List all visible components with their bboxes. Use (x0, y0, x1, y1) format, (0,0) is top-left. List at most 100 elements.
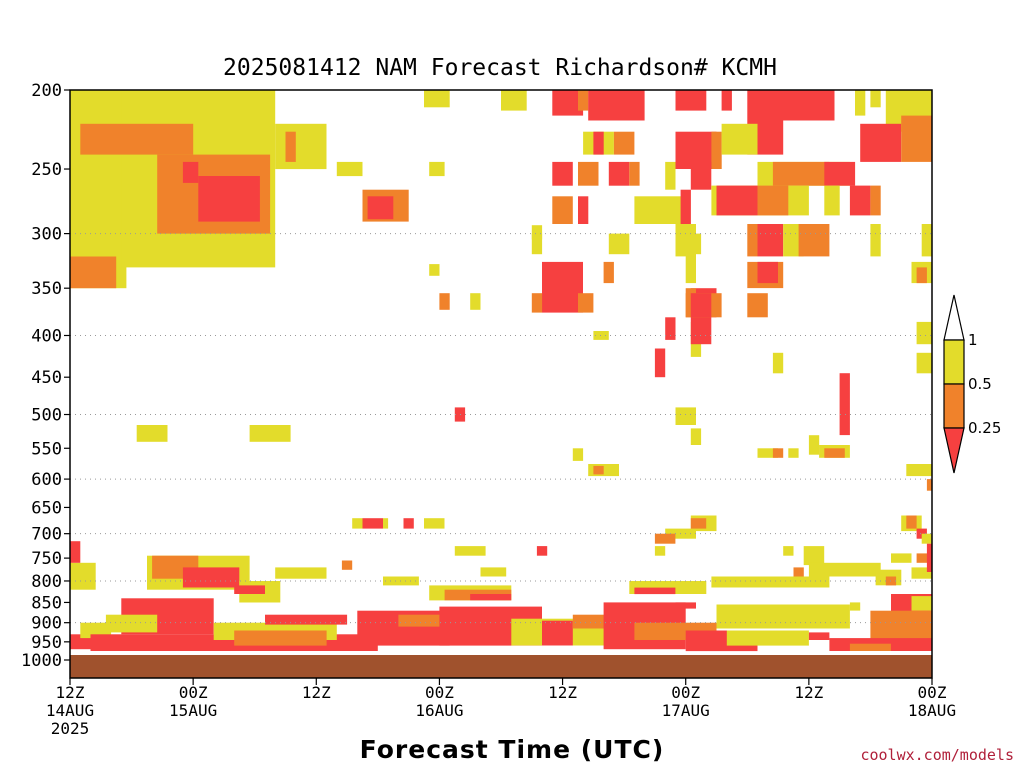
ri-region-orange (552, 196, 573, 224)
y-tick-label-1000: 1000 (21, 651, 62, 671)
ri-region-yellow (916, 321, 932, 345)
ri-region-orange (870, 185, 881, 216)
ri-region-red (542, 261, 583, 313)
ri-region-yellow (470, 293, 481, 310)
ri-region-red (680, 189, 691, 225)
ri-region-yellow (634, 196, 686, 224)
ri-region-red (675, 90, 707, 111)
y-tick-label-500: 500 (31, 406, 62, 426)
ri-region-yellow (70, 90, 127, 289)
ri-region-red (182, 567, 240, 588)
ri-region-yellow (480, 567, 507, 577)
x-tick-label: 00Z (425, 683, 454, 702)
ri-region-yellow (105, 614, 158, 633)
ri-region-orange (747, 224, 758, 257)
ri-region-orange (824, 448, 845, 458)
ri-region-yellow (711, 576, 830, 588)
ri-region-red (916, 528, 927, 539)
ri-region-red (470, 594, 512, 601)
y-tick-label-800: 800 (31, 572, 62, 592)
y-tick-label-400: 400 (31, 326, 62, 346)
ri-region-orange (629, 161, 640, 186)
ri-region-orange (916, 267, 927, 284)
ri-region-red (926, 543, 932, 572)
ri-region-orange (578, 293, 594, 313)
ri-region-red (608, 161, 630, 186)
y-tick-label-950: 950 (31, 633, 62, 653)
colorbar-bin-orange (943, 383, 965, 429)
x-tick-label: 12Z (548, 683, 577, 702)
y-tick-label-450: 450 (31, 368, 62, 388)
ri-region-yellow (70, 562, 96, 590)
ri-region-orange (772, 161, 830, 186)
ri-region-yellow (808, 435, 820, 455)
ri-region-yellow (783, 546, 794, 556)
ri-region-yellow (803, 546, 825, 566)
plot-area (69, 89, 933, 679)
ri-region-orange (906, 515, 917, 529)
ri-region-red (690, 312, 712, 345)
ri-region-yellow (531, 225, 543, 240)
x-tick-label: 2025 (51, 719, 90, 738)
ri-region-yellow (906, 464, 932, 477)
ri-region-yellow (849, 602, 861, 611)
ri-region-red (182, 161, 199, 183)
ri-region-orange (234, 630, 327, 646)
ri-region-yellow (593, 331, 609, 340)
colorbar-label-0.5: 0.5 (968, 375, 992, 393)
x-tick-label: 00Z (671, 683, 700, 702)
x-axis-label: Forecast Time (UTC) (360, 735, 665, 764)
ri-region-yellow (870, 90, 881, 108)
y-tick-label-200: 200 (31, 81, 62, 101)
ri-region-red (690, 161, 712, 190)
ri-region-yellow (783, 224, 804, 257)
ri-region-orange (603, 261, 614, 284)
ri-region-yellow (716, 604, 850, 629)
ri-region-yellow (721, 123, 758, 155)
x-tick-label: 17AUG (662, 701, 710, 720)
y-tick-label-850: 850 (31, 593, 62, 613)
richardson-regions (70, 90, 932, 652)
ri-region-red (542, 620, 573, 646)
ri-region-yellow (654, 546, 666, 556)
ri-region-red (675, 602, 696, 609)
x-tick-label: 16AUG (415, 701, 463, 720)
ri-region-red (578, 196, 589, 224)
ri-region-orange (398, 614, 460, 627)
y-tick-label-250: 250 (31, 160, 62, 180)
ri-region-yellow (80, 622, 112, 639)
ri-region-yellow (336, 161, 363, 177)
ri-region-red (198, 176, 260, 222)
x-tick-label: 14AUG (46, 701, 94, 720)
ri-region-red (654, 348, 666, 378)
ri-region-yellow (921, 224, 932, 257)
ri-region-orange (747, 293, 768, 318)
ri-region-yellow (808, 562, 881, 577)
ri-region-yellow (501, 90, 527, 111)
ri-region-yellow (383, 518, 389, 529)
ri-region-orange (916, 553, 932, 563)
ri-region-yellow (275, 123, 327, 170)
ri-region-orange (578, 90, 589, 111)
y-tick-label-350: 350 (31, 279, 62, 299)
ri-region-red (778, 90, 835, 121)
ri-region-orange (613, 131, 635, 155)
ri-region-red (588, 90, 645, 121)
ri-region-red (454, 407, 466, 422)
y-tick-label-700: 700 (31, 525, 62, 545)
ri-region-orange (80, 123, 194, 155)
ri-region-yellow (531, 233, 543, 255)
ri-region-yellow (921, 533, 932, 544)
ri-region-orange (285, 131, 296, 162)
ri-region-orange (70, 256, 117, 289)
ri-region-yellow (772, 352, 784, 374)
ri-region-red (721, 90, 732, 111)
y-tick-label-550: 550 (31, 439, 62, 459)
ri-region-yellow (911, 596, 932, 611)
ri-region-red (808, 632, 830, 640)
ri-region-red (552, 161, 573, 186)
ri-region-yellow (870, 224, 881, 257)
ri-region-orange (901, 115, 932, 162)
ri-region-orange (711, 131, 722, 169)
